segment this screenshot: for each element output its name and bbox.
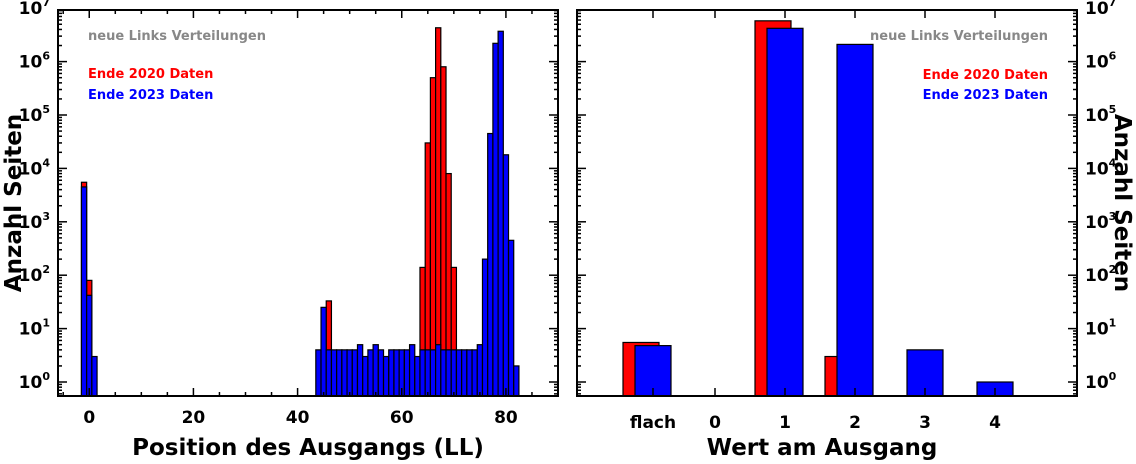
left-blue-bar [367,349,374,397]
left-blue-bar [507,239,515,397]
left-x-tick-label: 20 [182,408,206,428]
left-y-tick-label: 101 [19,317,50,340]
left-legend-blue: Ende 2023 Daten [88,88,213,103]
left-blue-bar [461,349,468,397]
left-blue-bar [325,349,333,397]
right-x-axis-title: Wert am Ausgang [707,435,938,461]
left-blue-bar [445,349,452,397]
right-y-tick-label: 103 [1085,210,1116,233]
left-legend-title: neue Links Verteilungen [88,29,266,44]
right-x-tick-labels: flach 0 1 2 3 4 [630,413,1001,433]
right-x-tick-label: 3 [919,413,931,433]
right-legend-red: Ende 2020 Daten [923,68,1048,83]
left-blue-bar [429,349,437,397]
right-panel: flach 0 1 2 3 4 100 101 102 103 104 105 106 107 Wert… [576,0,1135,461]
right-legend-blue: Ende 2023 Daten [923,88,1048,103]
left-x-tick-label: 60 [390,408,414,428]
left-blue-bar [450,349,458,397]
right-legend-title: neue Links Verteilungen [870,29,1048,44]
left-blue-bar [320,306,327,397]
right-y-axis-title: Anzahl Seiten [1109,114,1135,292]
left-panel: 0 20 40 60 80 100 101 102 103 104 105 106 107 Posit… [1,0,559,461]
left-y-tick-label: 107 [19,0,50,19]
left-blue-bar [351,349,359,397]
left-series-red [80,27,458,397]
left-red-bar [440,66,447,397]
left-blue-bar [388,349,395,397]
right-blue-bar [836,43,874,397]
left-blue-bar [80,186,88,397]
right-x-tick-label: 1 [779,413,791,433]
left-blue-bar [513,365,520,397]
left-blue-bar [377,349,385,397]
right-blue-bar [766,27,804,397]
right-x-tick-label: flach [630,413,676,433]
left-blue-bar [419,349,426,397]
left-blue-bar [414,355,421,397]
right-y-tick-label: 100 [1085,370,1117,393]
left-red-bar [435,27,442,397]
right-x-tick-label: 2 [849,413,861,433]
right-y-tick-label: 105 [1085,103,1116,126]
left-blue-bar [466,349,473,397]
left-y-axis-title: Anzahl Seiten [1,114,27,292]
left-x-tick-label: 80 [494,408,518,428]
right-x-tick-label: 0 [709,413,721,433]
left-plot-frame [57,9,559,397]
left-blue-bar [424,349,432,397]
left-blue-bar [471,349,478,397]
left-blue-bar [403,349,411,397]
right-y-tick-label: 104 [1085,156,1117,179]
left-y-tick-label: 102 [19,263,50,286]
left-series-blue [80,30,520,397]
left-blue-bar [393,349,400,397]
right-y-tick-labels: 100 101 102 103 104 105 106 107 [1085,0,1117,393]
left-blue-bar [315,349,322,397]
left-blue-bar [372,344,379,397]
right-y-tick-label: 102 [1085,263,1116,286]
left-blue-bar [408,344,416,397]
left-blue-bar [356,344,364,397]
left-blue-bar [86,294,93,397]
left-blue-bar [497,30,504,397]
right-plot-frame [576,9,1078,397]
left-y-tick-label: 100 [19,370,51,393]
left-blue-bar [382,355,390,397]
left-blue-bar [455,349,463,397]
right-ticks [577,9,1077,396]
left-y-tick-labels: 100 101 102 103 104 105 106 107 [19,0,51,393]
right-y-tick-label: 107 [1085,0,1116,19]
left-blue-bar [476,344,484,397]
left-y-tick-label: 106 [19,50,51,73]
left-y-tick-label: 105 [19,103,50,126]
left-ticks [58,9,559,396]
left-x-tick-labels: 0 20 40 60 80 [83,408,518,428]
left-legend-red: Ende 2020 Daten [88,67,213,82]
left-x-tick-label: 0 [83,408,95,428]
left-blue-bar [362,355,369,397]
right-x-tick-label: 4 [989,413,1001,433]
left-x-axis-title: Position des Ausgangs (LL) [132,435,484,461]
left-y-tick-label: 103 [19,210,50,233]
right-y-tick-label: 101 [1085,317,1116,340]
left-red-bar [429,77,437,397]
left-blue-bar [330,349,338,397]
right-bars [622,20,1014,397]
left-blue-bar [435,344,442,397]
left-x-tick-label: 40 [286,408,310,428]
left-blue-bar [336,349,343,397]
right-blue-bar [634,345,672,397]
left-blue-bar [481,258,489,397]
left-y-tick-label: 104 [19,156,51,179]
left-blue-bar [341,349,348,397]
left-blue-bar [492,42,499,397]
left-blue-bar [346,349,353,397]
left-blue-bar [91,355,98,397]
left-blue-bar [487,132,494,397]
left-blue-bar [502,154,510,397]
right-y-tick-label: 106 [1085,50,1117,73]
left-blue-bar [440,349,447,397]
